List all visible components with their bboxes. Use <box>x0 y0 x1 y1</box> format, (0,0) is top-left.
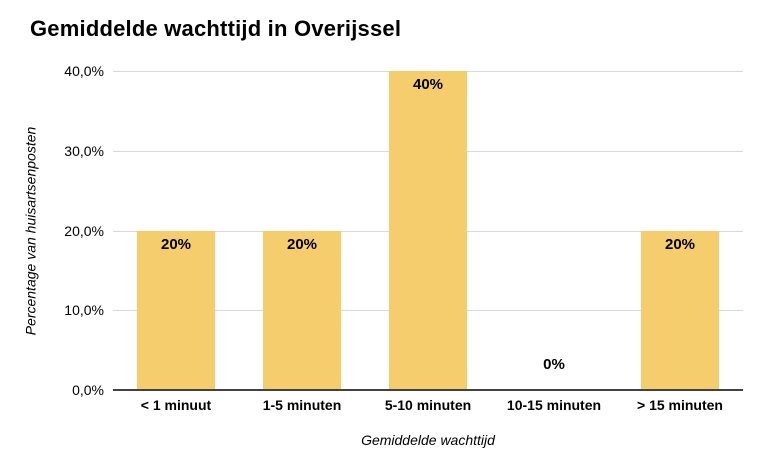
plot-area: 20% 20% 40% 0% 20% <box>113 71 743 391</box>
bar-value-label: 20% <box>664 235 696 253</box>
bar-value-label: 0% <box>543 356 565 373</box>
bar-value-label: 40% <box>412 76 444 93</box>
bar-value-label: 20% <box>160 235 192 253</box>
bar-slot: 20% <box>239 71 365 390</box>
x-axis-category-labels: < 1 minuut 1-5 minuten 5-10 minuten 10-1… <box>113 397 743 413</box>
bar-slot: 0% <box>491 71 617 390</box>
x-axis-line <box>113 389 743 391</box>
bar-slot: 20% <box>113 71 239 390</box>
bar <box>389 71 467 390</box>
chart-title: Gemiddelde wachttijd in Overijssel <box>30 16 402 41</box>
x-category-label: 10-15 minuten <box>506 397 602 413</box>
y-tick-label: 10,0% <box>64 302 104 319</box>
y-tick-label: 40,0% <box>64 63 104 79</box>
y-tick-label: 0,0% <box>72 382 104 398</box>
x-category-label: < 1 minuut <box>140 397 212 413</box>
bar <box>137 230 215 390</box>
y-tick-label: 30,0% <box>64 142 104 159</box>
x-axis-title: Gemiddelde wachttijd <box>361 432 495 448</box>
x-category-label: 1-5 minuten <box>262 397 342 413</box>
bars-group: 20% 20% 40% 0% 20% <box>113 71 743 390</box>
x-category-label: 5-10 minuten <box>384 397 472 413</box>
y-tick-label: 20,0% <box>64 222 104 239</box>
bar-slot: 40% <box>365 71 491 390</box>
bar-value-label: 20% <box>286 235 318 253</box>
y-axis-ticks: 40,0% 30,0% 20,0% 10,0% 0,0% <box>0 63 104 398</box>
x-category-label: > 15 minuten <box>637 397 723 413</box>
bar <box>641 230 719 390</box>
bar <box>263 230 341 390</box>
bar-slot: 20% <box>617 71 743 390</box>
